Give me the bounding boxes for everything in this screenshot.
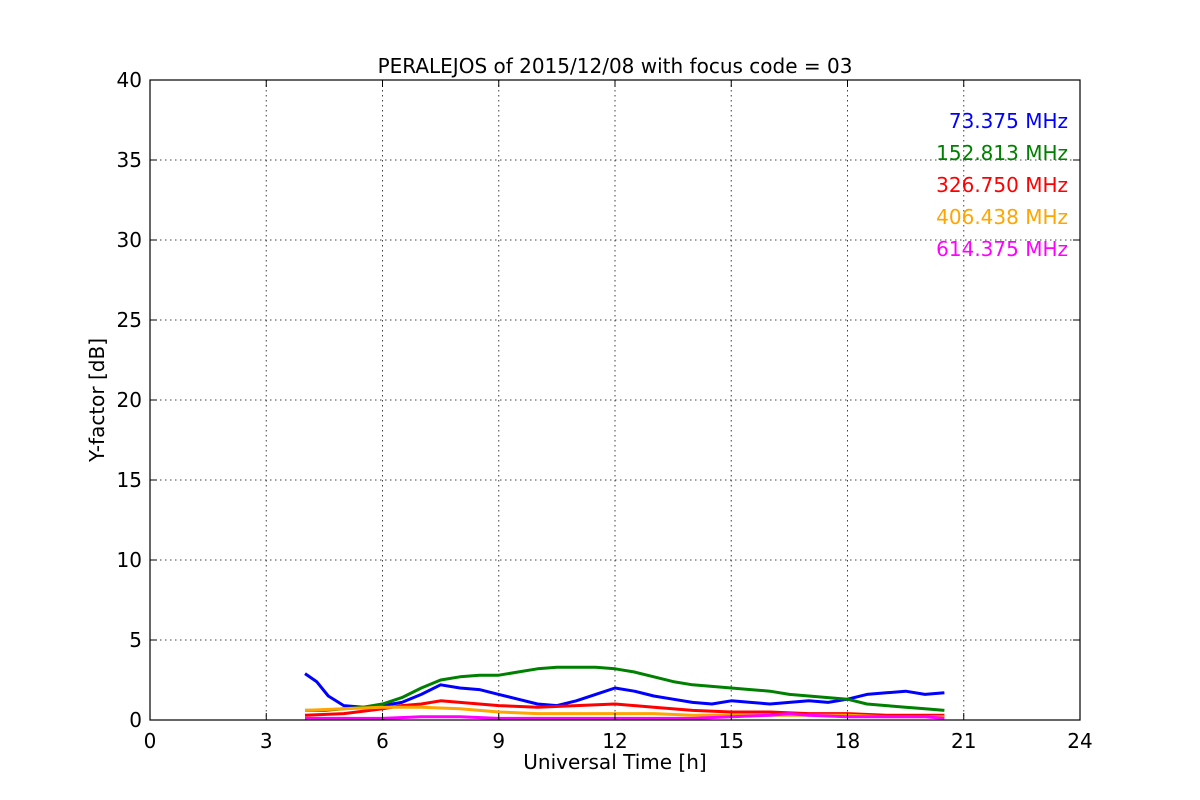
grid bbox=[150, 80, 1080, 720]
legend-entry-4: 614.375 MHz bbox=[936, 237, 1068, 261]
x-tick-label: 21 bbox=[951, 729, 976, 753]
series-line-1 bbox=[305, 665, 945, 712]
legend-entry-2: 326.750 MHz bbox=[936, 173, 1068, 197]
legend-entry-1: 152.813 MHz bbox=[936, 141, 1068, 165]
x-tick-label: 0 bbox=[144, 729, 157, 753]
x-tick-label: 6 bbox=[376, 729, 389, 753]
x-tick-label: 15 bbox=[719, 729, 744, 753]
x-tick-label: 18 bbox=[835, 729, 860, 753]
legend-entry-0: 73.375 MHz bbox=[949, 109, 1068, 133]
y-tick-label: 25 bbox=[117, 308, 142, 332]
y-tick-label: 40 bbox=[117, 68, 142, 92]
x-tick-label: 9 bbox=[492, 729, 505, 753]
chart-title: PERALEJOS of 2015/12/08 with focus code … bbox=[378, 54, 853, 78]
y-tick-label: 5 bbox=[129, 628, 142, 652]
x-tick-label: 3 bbox=[260, 729, 273, 753]
y-tick-label: 0 bbox=[129, 708, 142, 732]
y-tick-label: 10 bbox=[117, 548, 142, 572]
series-layer bbox=[304, 665, 945, 720]
x-tick-label: 24 bbox=[1067, 729, 1092, 753]
x-tick-label: 12 bbox=[602, 729, 627, 753]
y-axis-label: Y-factor [dB] bbox=[85, 338, 109, 463]
y-tick-label: 35 bbox=[117, 148, 142, 172]
x-axis-label: Universal Time [h] bbox=[523, 750, 706, 774]
y-tick-label: 30 bbox=[117, 228, 142, 252]
series-line-2 bbox=[304, 699, 945, 717]
legend-entry-3: 406.438 MHz bbox=[936, 205, 1068, 229]
y-tick-label: 15 bbox=[117, 468, 142, 492]
y-tick-label: 20 bbox=[117, 388, 142, 412]
series-line-0 bbox=[304, 672, 945, 709]
ticks: 0 3 6 9 12 15 18 21 24 0 5 10 15 20 25 30 35 40 bbox=[117, 68, 1093, 753]
legend: 73.375 MHz 152.813 MHz 326.750 MHz 406.438 … bbox=[936, 109, 1068, 261]
